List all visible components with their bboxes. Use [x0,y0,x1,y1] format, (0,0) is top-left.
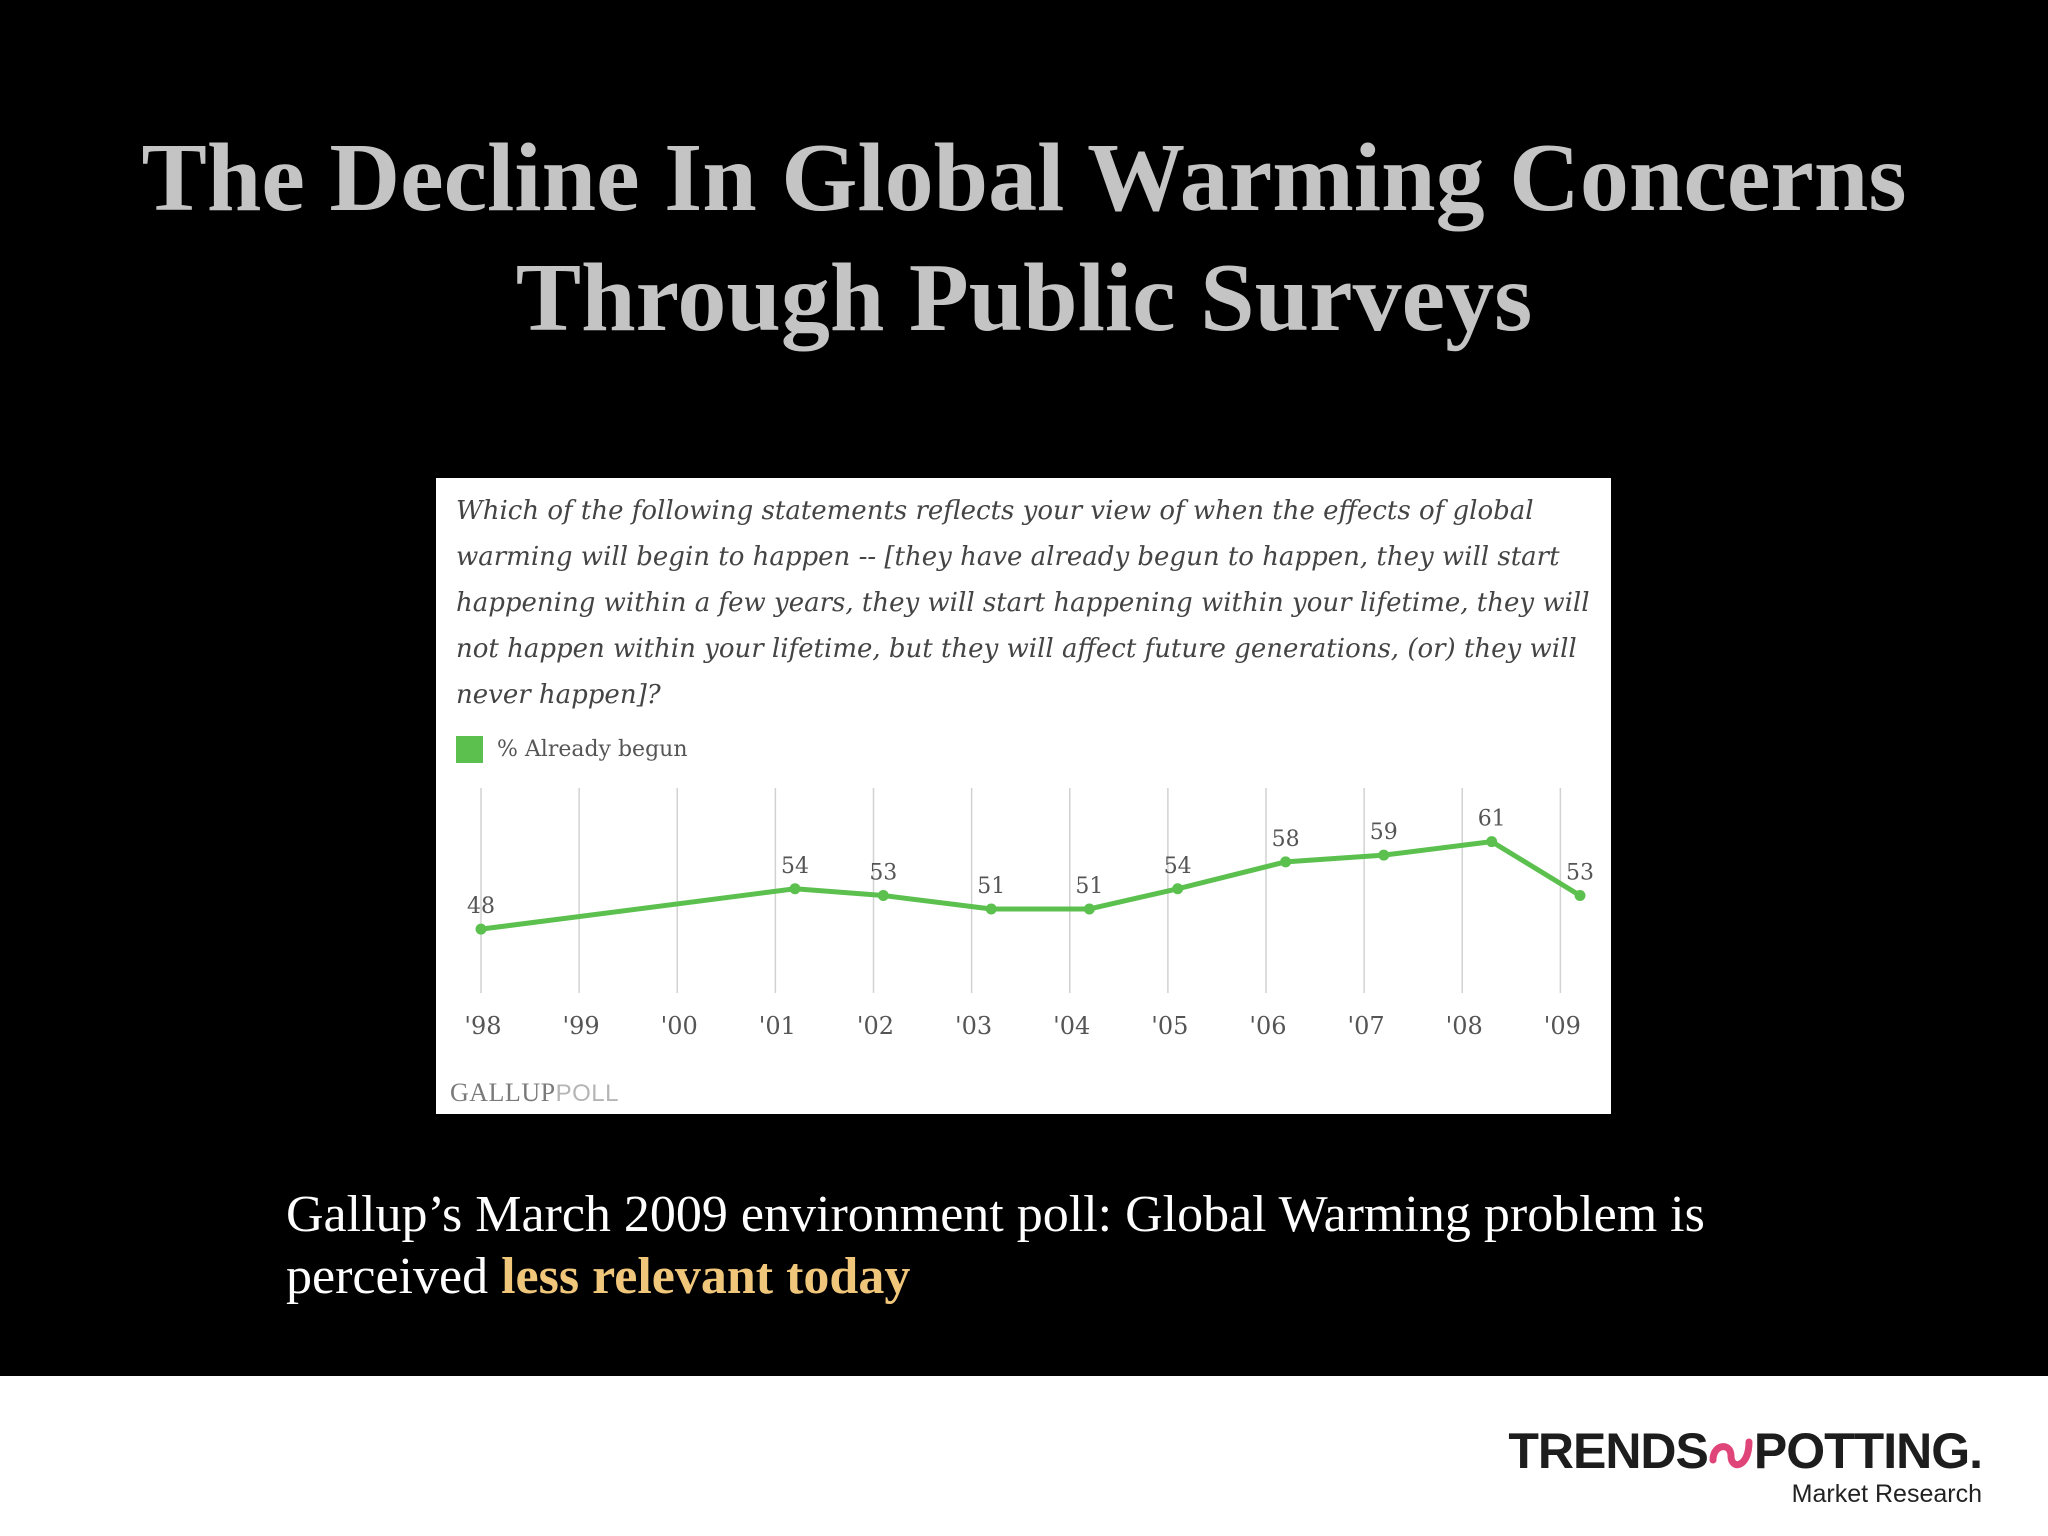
slide-title: The Decline In Global Warming Concerns T… [0,118,2048,358]
brand-subtitle: Market Research [1791,1480,1982,1508]
slide-caption: Gallup’s March 2009 environment poll: Gl… [286,1184,1886,1308]
x-tick-label: '03 [955,1012,992,1040]
x-tick-label: '98 [464,1012,501,1040]
data-point [1280,856,1292,868]
data-label: 58 [1272,827,1300,852]
data-label: 51 [1075,874,1103,899]
x-tick-label: '02 [857,1012,894,1040]
data-label: 51 [977,874,1005,899]
data-label: 54 [781,854,809,879]
brand-name-left: TRENDS [1508,1423,1709,1479]
footer-band: TRENDS POTTING. Market Research [0,1376,2048,1536]
brand-name-right: POTTING. [1753,1423,1983,1479]
data-point [1083,903,1095,915]
brand-mark-icon [1709,1438,1753,1469]
line-chart: '98 '99 '00 '01 '02 '03 '04 '05 '06 '07 '08 '09 48 54… [464,788,1594,1040]
data-label: 61 [1478,807,1506,832]
chart-card: Which of the following statements reflec… [436,478,1611,1114]
x-tick-label: '05 [1151,1012,1188,1040]
x-tick-label: '09 [1544,1012,1581,1040]
legend-label: % Already begun [497,737,688,762]
data-label: 54 [1164,854,1192,879]
data-point [789,883,801,895]
caption-text: Gallup’s March 2009 environment poll: Gl… [286,1186,1705,1305]
data-point [1486,836,1498,848]
x-tick-label: '99 [563,1012,600,1040]
x-tick-label: '04 [1053,1012,1090,1040]
data-label: 59 [1370,820,1398,845]
slide-title-line-2: Through Public Surveys [515,244,1533,352]
poll-logo-word: POLL [555,1080,619,1107]
x-tick-label: '08 [1446,1012,1483,1040]
data-point [1574,890,1586,901]
data-point [1172,883,1184,895]
x-tick-label: '07 [1348,1012,1385,1040]
chart-legend: % Already begun [456,736,688,763]
gallup-logo-word: GALLUP [450,1078,556,1107]
x-tick-label: '01 [759,1012,796,1040]
x-tick-label: '00 [661,1012,698,1040]
data-point [985,903,997,915]
data-label: 53 [1566,861,1594,886]
caption-highlight: less relevant today [501,1248,911,1305]
data-label: 48 [467,894,495,919]
survey-question: Which of the following statements reflec… [456,496,1590,710]
data-label: 53 [869,861,897,886]
slide-title-line-1: The Decline In Global Warming Concerns [141,124,1907,232]
data-point [1378,849,1390,861]
brand-name: TRENDS POTTING. [1508,1423,1983,1479]
trendspotting-logo: TRENDS POTTING. Market Research [1508,1423,1983,1509]
data-point [475,923,487,935]
legend-swatch [456,736,483,763]
data-point [877,890,889,901]
x-tick-label: '06 [1249,1012,1286,1040]
series-line [478,839,1583,932]
gallup-poll-logo: GALLUPPOLL [450,1078,619,1108]
